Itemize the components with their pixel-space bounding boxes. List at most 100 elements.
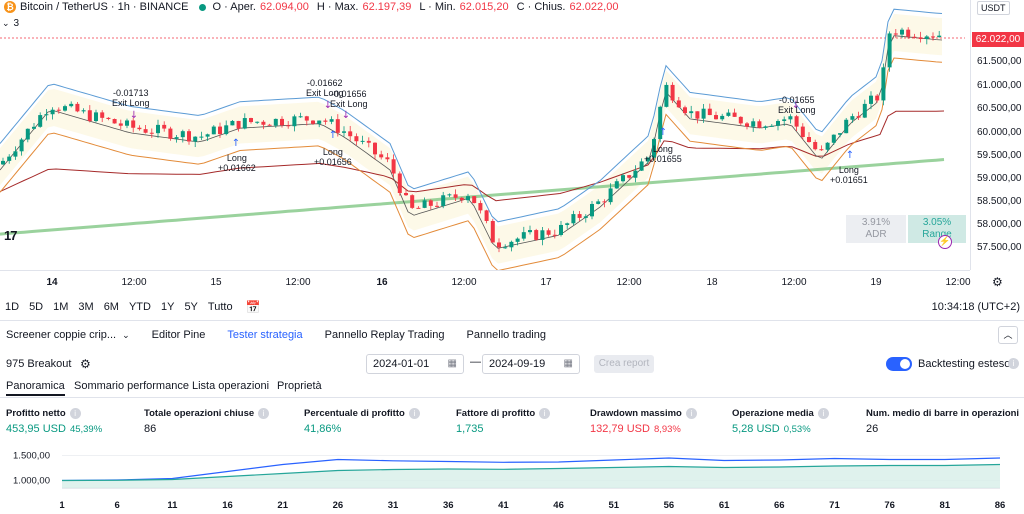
calendar-icon[interactable]: 📅 <box>245 300 261 314</box>
candle-body <box>720 115 725 120</box>
currency-selector[interactable]: USDT <box>977 1 1010 15</box>
indicator-toggle[interactable]: ⌄ 3 <box>2 16 19 30</box>
info-icon[interactable]: i <box>408 408 420 419</box>
info-icon[interactable]: i <box>817 408 829 419</box>
equity-x-tick: 1 <box>59 500 65 511</box>
candle-body <box>304 116 309 121</box>
range-label: Range <box>922 229 952 240</box>
metric-net-profit: Profitto netto i 453,95 USD 45,39% <box>6 408 102 435</box>
time-tick: 17 <box>540 277 552 288</box>
candle-body <box>497 242 501 248</box>
trade-label-value: -0.01655 <box>779 95 815 105</box>
tab-screener[interactable]: Screener coppie crip... ⌄ <box>6 329 130 341</box>
equity-x-tick: 56 <box>664 500 675 511</box>
time-axis[interactable]: 14 12:00 15 12:00 16 12:00 17 12:00 18 1… <box>0 270 971 292</box>
candle-body <box>410 195 415 208</box>
strategy-name[interactable]: 975 Breakout <box>6 358 72 370</box>
candle-body <box>63 106 67 111</box>
info-icon[interactable]: i <box>685 408 697 419</box>
metric-max-drawdown: Drawdown massimo i 132,79 USD 8,93% <box>590 408 697 435</box>
lightning-icon[interactable]: ⚡ <box>938 235 952 249</box>
close-value: 62.022,00 <box>569 1 619 13</box>
tab-replay-trading[interactable]: Pannello Replay Trading <box>324 329 445 341</box>
tab-pine-editor[interactable]: Editor Pine <box>151 329 206 341</box>
interval-1m[interactable]: 1M <box>53 301 69 313</box>
trade-label-text: Exit Long <box>330 99 368 109</box>
trade-label: Long +0.01656 <box>314 147 352 167</box>
equity-x-tick: 66 <box>774 500 785 511</box>
info-icon[interactable]: i <box>69 408 81 419</box>
price-chart[interactable]: ↓ ↓ ↓ ↓ ↑ ↑ ↑ ↑ ₿ Bitcoin / TetherUS · 1h · BIN… <box>0 0 1024 292</box>
tab-strategy-tester[interactable]: Tester strategia <box>227 329 303 341</box>
metric-value: 453,95 USD 45,39% <box>6 423 102 435</box>
adr-box: 3.91% ADR <box>846 215 906 243</box>
info-icon[interactable]: i <box>258 408 270 419</box>
tab-trading-panel[interactable]: Pannello trading <box>466 329 546 341</box>
metric-value-main: 453,95 USD <box>6 423 66 436</box>
candle-body <box>831 134 836 143</box>
interval-1y[interactable]: 1Y <box>160 301 175 313</box>
candle-body <box>447 194 452 196</box>
interval-5y[interactable]: 5Y <box>184 301 198 313</box>
candle-body <box>745 123 749 127</box>
equity-chart[interactable]: 1.500,001.000,001 6 11 16 21 26 31 36 41 46 51 56 61… <box>0 444 1024 514</box>
candle-body <box>7 156 12 161</box>
calendar-icon[interactable]: ▦ <box>447 358 457 369</box>
candle-body <box>162 124 167 129</box>
candle-body <box>819 149 824 151</box>
candle-body <box>813 142 818 150</box>
date-to-input[interactable]: 2024-09-19 ▦ <box>482 354 580 374</box>
metric-value-sub: 0,53% <box>783 424 811 436</box>
candle-body <box>893 33 898 35</box>
info-icon[interactable]: i <box>1008 358 1019 369</box>
tab-performance-summary[interactable]: Sommario performance <box>74 380 189 392</box>
candle-body <box>329 119 334 122</box>
tab-properties[interactable]: Proprietà <box>277 380 322 392</box>
create-report-button[interactable]: Crea report <box>594 355 654 373</box>
extended-backtesting-toggle[interactable] <box>886 357 912 371</box>
calendar-icon[interactable]: ▦ <box>563 358 573 369</box>
price-axis[interactable]: USDT 62.022,00 61.500,00 61.000,00 60.50… <box>970 0 1024 270</box>
market-status-icon <box>198 3 206 11</box>
candle-body <box>509 241 514 248</box>
upper-band <box>0 8 943 223</box>
clock-readout[interactable]: 10:34:18 (UTC+2) <box>931 301 1020 313</box>
candle-body <box>639 161 644 171</box>
candle-body <box>224 125 229 135</box>
tradingview-logo-icon[interactable]: 17 <box>4 228 18 243</box>
price-tick: 59.000,00 <box>977 173 1022 184</box>
bottom-panel-tabs: Screener coppie crip... ⌄ Editor Pine Tes… <box>0 326 1024 344</box>
interval-5d[interactable]: 5D <box>29 301 44 313</box>
symbol-title[interactable]: Bitcoin / TetherUS · 1h · BINANCE <box>20 1 189 13</box>
candle-body <box>521 232 526 239</box>
tab-overview[interactable]: Panoramica <box>6 380 65 396</box>
metric-value-main: 26 <box>866 423 879 435</box>
candle-body <box>924 36 929 40</box>
tab-trade-list[interactable]: Lista operazioni <box>192 380 270 392</box>
candlestick-chart[interactable]: ↓ ↓ ↓ ↓ ↑ ↑ ↑ ↑ <box>0 0 970 270</box>
interval-1d[interactable]: 1D <box>5 301 20 313</box>
candle-body <box>608 188 613 203</box>
candle-body <box>379 154 384 158</box>
candle-body <box>490 220 495 243</box>
trade-label: Long +0.01651 <box>830 165 868 185</box>
gear-icon[interactable]: ⚙ <box>992 275 1003 289</box>
trade-marker-icon: ↑ <box>232 138 240 149</box>
interval-6m[interactable]: 6M <box>103 301 119 313</box>
interval-toolbar: 1D 5D 1M 3M 6M YTD 1Y 5Y Tutto 📅 10:34:1… <box>0 296 1024 318</box>
interval-ytd[interactable]: YTD <box>128 301 151 313</box>
interval-all[interactable]: Tutto <box>207 301 233 313</box>
candle-body <box>292 116 297 127</box>
candle-body <box>94 112 98 122</box>
info-icon[interactable]: i <box>539 408 551 419</box>
candle-body <box>466 196 470 201</box>
date-from-input[interactable]: 2024-01-01 ▦ <box>366 354 464 374</box>
strategy-settings-icon[interactable]: ⚙ <box>80 357 91 371</box>
collapse-panel-button[interactable]: ︿ <box>998 326 1018 344</box>
candle-body <box>385 157 390 160</box>
candle-body <box>540 230 545 240</box>
interval-3m[interactable]: 3M <box>78 301 94 313</box>
candle-body <box>614 181 619 189</box>
candle-body <box>298 116 303 118</box>
candle-body <box>131 120 136 128</box>
